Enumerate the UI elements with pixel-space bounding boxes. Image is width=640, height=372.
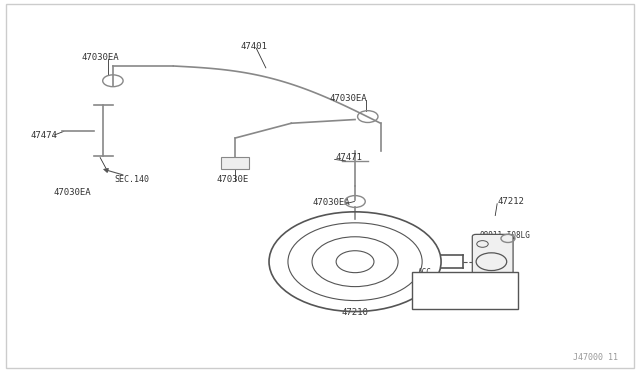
Text: 47474: 47474 <box>30 131 57 140</box>
Text: 47471: 47471 <box>336 153 363 162</box>
FancyBboxPatch shape <box>412 272 518 309</box>
FancyBboxPatch shape <box>221 157 249 169</box>
Text: 08911-I08LG: 08911-I08LG <box>479 231 530 240</box>
Text: 47030EA: 47030EA <box>54 188 92 197</box>
Text: (4): (4) <box>495 241 509 250</box>
Text: 47030EA: 47030EA <box>312 198 350 207</box>
Text: ACC: ACC <box>417 268 431 277</box>
Text: 47020W: 47020W <box>486 284 518 293</box>
Text: J47000 11: J47000 11 <box>573 353 618 362</box>
FancyBboxPatch shape <box>472 234 513 289</box>
Text: 47030EA: 47030EA <box>81 53 118 62</box>
Text: 47030E: 47030E <box>217 175 249 184</box>
Text: 47212: 47212 <box>497 197 524 206</box>
Text: 47401: 47401 <box>241 42 268 51</box>
FancyBboxPatch shape <box>420 296 436 303</box>
Text: SEC.140: SEC.140 <box>115 175 150 184</box>
Text: 47210: 47210 <box>341 308 368 317</box>
FancyBboxPatch shape <box>420 278 436 285</box>
Text: 47030EA: 47030EA <box>330 94 367 103</box>
